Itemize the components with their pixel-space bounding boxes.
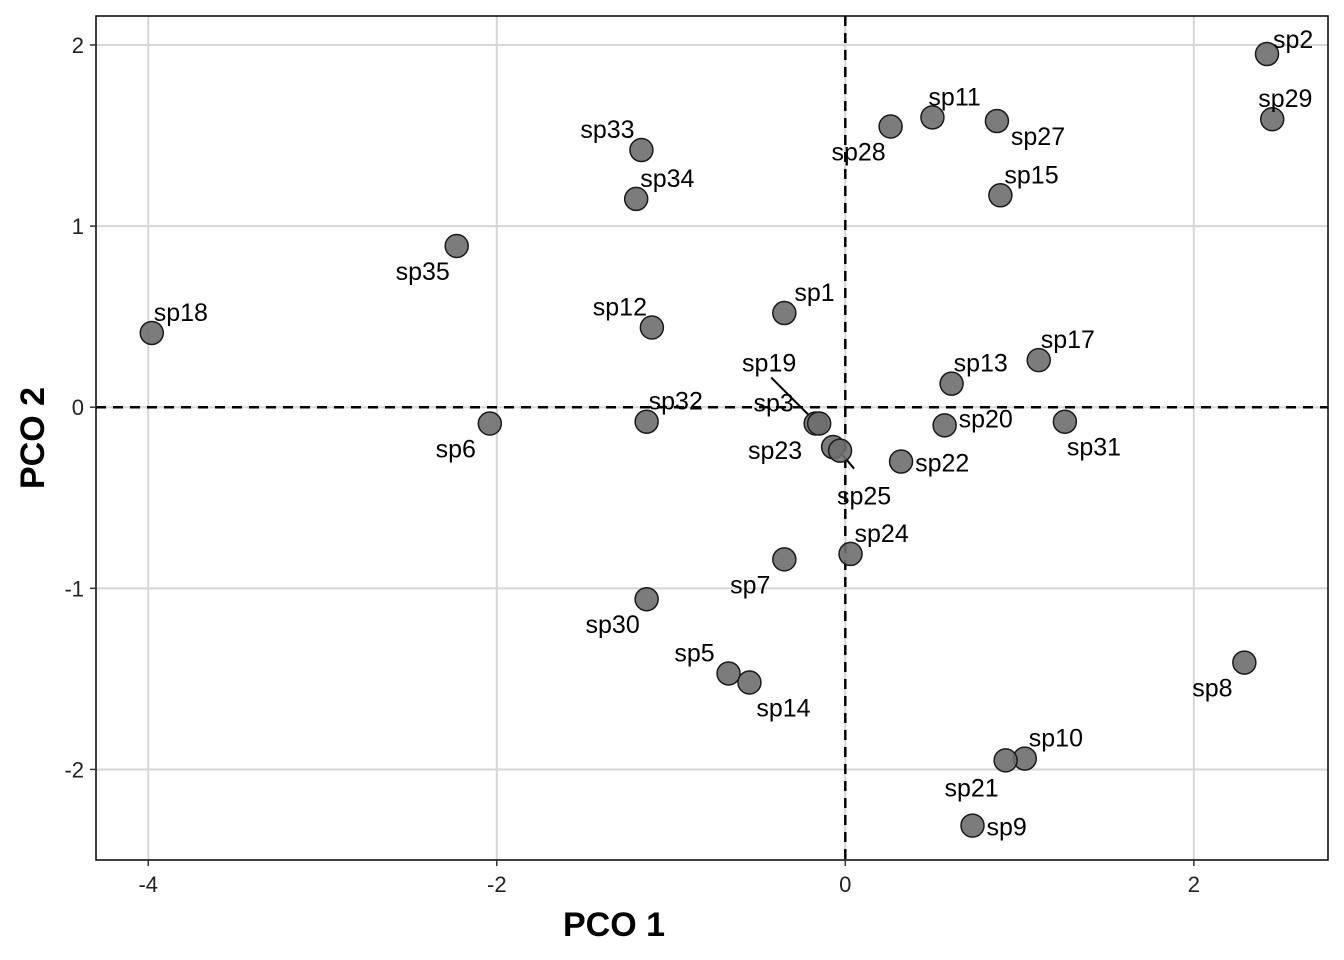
data-point-sp11 [920, 105, 945, 130]
data-point-sp28 [878, 114, 903, 139]
data-point-sp7 [772, 547, 797, 572]
point-label-sp18: sp18 [154, 299, 208, 327]
point-label-sp20: sp20 [959, 405, 1013, 433]
point-label-sp35: sp35 [396, 258, 450, 286]
x-tick-label: -4 [138, 872, 158, 897]
point-label-sp1: sp1 [794, 279, 834, 307]
point-label-sp6: sp6 [436, 436, 476, 464]
data-point-sp27 [984, 108, 1010, 134]
point-label-sp5: sp5 [674, 639, 714, 667]
point-label-sp22: sp22 [915, 450, 969, 478]
point-label-sp29: sp29 [1258, 85, 1312, 113]
point-label-sp9: sp9 [987, 814, 1027, 842]
point-label-sp33: sp33 [580, 116, 634, 144]
point-labels: sp1 sp2 sp3 sp5 sp6 sp7 sp8 sp9 sp10 sp11 sp12 sp13… [154, 26, 1314, 842]
point-label-sp11: sp11 [928, 83, 980, 111]
y-tick-label: 1 [72, 214, 84, 239]
data-point-sp19 [806, 411, 832, 436]
y-tick-label: 0 [72, 395, 84, 420]
data-point-sp31 [1052, 409, 1078, 434]
point-label-sp25: sp25 [837, 483, 891, 511]
point-label-sp13: sp13 [954, 350, 1008, 378]
data-point-sp8 [1232, 650, 1257, 675]
point-label-sp8: sp8 [1192, 675, 1232, 703]
y-axis-title: PCO 2 [14, 387, 52, 489]
point-label-sp30: sp30 [586, 611, 640, 639]
point-label-sp34: sp34 [640, 165, 694, 193]
plot-panel-border [95, 15, 1329, 861]
data-point-sp25 [827, 438, 853, 463]
point-label-sp12: sp12 [593, 294, 647, 322]
point-label-sp14: sp14 [756, 695, 810, 723]
x-tick-label: -2 [487, 872, 507, 897]
y-tick-label: 2 [72, 33, 84, 58]
data-points [139, 41, 1285, 838]
data-point-sp20 [932, 413, 957, 438]
data-point-sp32 [634, 409, 659, 434]
data-point-sp29 [1259, 106, 1285, 132]
data-point-sp30 [634, 586, 659, 612]
point-label-sp23: sp23 [748, 437, 802, 465]
data-point-sp18 [139, 320, 165, 346]
point-label-sp2: sp2 [1273, 26, 1313, 54]
axis-ticks: -4 -2 0 2 -2 -1 0 1 2 [64, 33, 1200, 897]
point-label-sp24: sp24 [855, 520, 909, 548]
data-point-sp2 [1254, 41, 1280, 67]
data-point-sp24 [838, 541, 863, 567]
data-point-sp14 [737, 670, 762, 695]
data-point-sp15 [988, 183, 1013, 208]
point-label-sp7: sp7 [730, 571, 770, 599]
data-point-sp5 [716, 661, 741, 686]
x-tick-label: 2 [1188, 872, 1200, 897]
point-label-sp28: sp28 [832, 138, 886, 166]
x-tick-label: 0 [839, 872, 851, 897]
point-label-sp15: sp15 [1004, 161, 1058, 189]
x-axis-title: PCO 1 [563, 906, 665, 944]
data-point-sp6 [477, 411, 503, 436]
data-point-sp12 [639, 315, 665, 340]
data-point-sp17 [1026, 347, 1051, 373]
point-label-sp32: sp32 [649, 388, 703, 416]
point-label-sp3: sp3 [754, 390, 794, 418]
data-point-sp34 [623, 186, 649, 212]
data-point-sp1 [772, 300, 797, 326]
grid [96, 16, 1328, 860]
point-label-sp10: sp10 [1029, 725, 1083, 753]
data-point-sp13 [939, 371, 964, 396]
point-label-sp17: sp17 [1041, 326, 1095, 354]
point-label-sp31: sp31 [1067, 434, 1121, 462]
point-label-sp21: sp21 [945, 774, 999, 802]
point-label-sp19: sp19 [742, 350, 796, 378]
data-point-sp21 [993, 748, 1018, 773]
data-point-sp35 [444, 233, 469, 259]
reference-lines [96, 16, 1328, 860]
data-point-sp9 [960, 813, 985, 838]
y-tick-label: -2 [64, 757, 84, 782]
data-point-sp33 [629, 137, 654, 163]
point-label-sp27: sp27 [1011, 123, 1065, 151]
data-point-sp22 [888, 449, 914, 474]
y-tick-label: -1 [64, 576, 84, 601]
